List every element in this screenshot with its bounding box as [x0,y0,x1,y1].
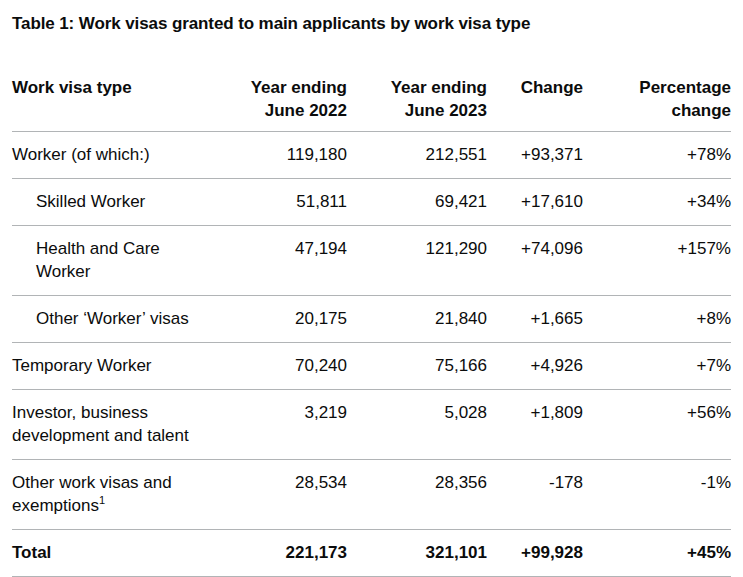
percent-change-cell: +34% [583,179,731,226]
change-cell: +93,371 [487,132,583,179]
year-2022-cell: 70,240 [210,343,347,390]
table-row-worker: Worker (of which:) 119,180 212,551 +93,3… [12,132,731,179]
year-2022-cell: 28,534 [210,460,347,530]
footnote-marker: 1 [99,494,105,506]
visa-type-cell: Worker (of which:) [12,132,210,179]
visa-type-cell: Other ‘Worker’ visas [12,296,210,343]
percent-change-cell: +78% [583,132,731,179]
change-cell: +1,665 [487,296,583,343]
table-row-other-worker-visas: Other ‘Worker’ visas 20,175 21,840 +1,66… [12,296,731,343]
year-2023-cell: 121,290 [347,226,487,296]
year-2022-cell: 3,219 [210,390,347,460]
table-row-total: Total 221,173 321,101 +99,928 +45% [12,530,731,577]
visa-type-cell: Temporary Worker [12,343,210,390]
percent-change-cell: +157% [583,226,731,296]
visa-type-cell: Other work visas and exemptions1 [12,460,210,530]
work-visas-table: Work visa type Year ending June 2022 Yea… [12,76,731,577]
visa-type-cell: Investor, business development and talen… [12,390,210,460]
year-2023-cell: 21,840 [347,296,487,343]
change-cell: +99,928 [487,530,583,577]
year-2023-cell: 69,421 [347,179,487,226]
column-header-year-ending-june-2023: Year ending June 2023 [347,76,487,132]
change-cell: +17,610 [487,179,583,226]
change-cell: +74,096 [487,226,583,296]
column-header-visa-type: Work visa type [12,76,210,132]
year-2022-cell: 221,173 [210,530,347,577]
table-row-other-work-visas-exemptions: Other work visas and exemptions1 28,534 … [12,460,731,530]
year-2023-cell: 5,028 [347,390,487,460]
year-2023-cell: 321,101 [347,530,487,577]
year-2023-cell: 28,356 [347,460,487,530]
visa-type-cell: Skilled Worker [12,179,210,226]
change-cell: +4,926 [487,343,583,390]
table-row-skilled-worker: Skilled Worker 51,811 69,421 +17,610 +34… [12,179,731,226]
table-row-health-and-care-worker: Health and Care Worker 47,194 121,290 +7… [12,226,731,296]
visa-type-cell: Total [12,530,210,577]
column-header-percentage-change: Percentage change [583,76,731,132]
table-row-temporary-worker: Temporary Worker 70,240 75,166 +4,926 +7… [12,343,731,390]
year-2022-cell: 51,811 [210,179,347,226]
column-header-year-ending-june-2022: Year ending June 2022 [210,76,347,132]
column-header-change: Change [487,76,583,132]
year-2023-cell: 212,551 [347,132,487,179]
year-2023-cell: 75,166 [347,343,487,390]
percent-change-cell: +7% [583,343,731,390]
change-cell: +1,809 [487,390,583,460]
table-row-investor-business-development-talent: Investor, business development and talen… [12,390,731,460]
year-2022-cell: 119,180 [210,132,347,179]
year-2022-cell: 47,194 [210,226,347,296]
visa-type-label: Other work visas and exemptions [12,473,172,515]
table-header-row: Work visa type Year ending June 2022 Yea… [12,76,731,132]
visa-type-cell: Health and Care Worker [12,226,210,296]
change-cell: -178 [487,460,583,530]
year-2022-cell: 20,175 [210,296,347,343]
page-title: Table 1: Work visas granted to main appl… [12,13,731,35]
percent-change-cell: +56% [583,390,731,460]
percent-change-cell: +45% [583,530,731,577]
percent-change-cell: -1% [583,460,731,530]
percent-change-cell: +8% [583,296,731,343]
